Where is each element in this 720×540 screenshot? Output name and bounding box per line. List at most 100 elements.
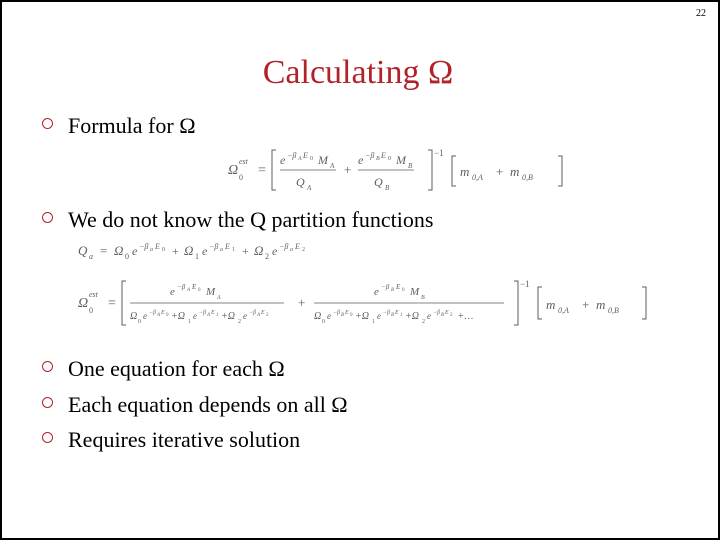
svg-text:0,A: 0,A: [558, 306, 569, 315]
bullet-item: One equation for each Ω: [38, 355, 678, 383]
svg-text:+Ω: +Ω: [171, 311, 185, 322]
svg-text:B: B: [408, 162, 413, 170]
svg-text:−β: −β: [177, 283, 186, 291]
svg-text:Ω: Ω: [314, 311, 321, 322]
svg-text:−β: −β: [209, 242, 218, 251]
svg-text:1: 1: [372, 319, 375, 325]
slide: 22 Calculating Ω Formula for Ω Ωest0=e−β…: [0, 0, 720, 540]
svg-text:E: E: [160, 310, 165, 316]
bullet-list: Requires iterative solution: [38, 426, 678, 454]
svg-text:1: 1: [400, 313, 403, 318]
svg-text:+Ω: +Ω: [355, 311, 369, 322]
svg-text:e: e: [243, 311, 247, 321]
svg-text:E: E: [191, 283, 197, 291]
svg-text:0: 0: [166, 313, 169, 318]
svg-text:−β: −β: [433, 310, 440, 316]
svg-text:=: =: [108, 296, 116, 311]
svg-text:A: A: [297, 156, 302, 162]
svg-text:−β: −β: [333, 310, 340, 316]
svg-text:0,A: 0,A: [472, 173, 483, 182]
svg-text:−β: −β: [139, 242, 148, 251]
svg-text:Q: Q: [78, 243, 88, 258]
svg-text:e: e: [280, 153, 286, 167]
svg-text:−β: −β: [381, 283, 390, 291]
svg-text:1: 1: [188, 319, 191, 325]
svg-text:A: A: [329, 162, 335, 170]
svg-text:a: a: [89, 252, 93, 261]
svg-text:0: 0: [239, 173, 243, 182]
svg-text:m: m: [460, 164, 469, 179]
svg-text:E: E: [260, 310, 265, 316]
svg-text:M: M: [205, 286, 216, 298]
bullet-item: Requires iterative solution: [38, 426, 678, 454]
svg-text:e: e: [427, 311, 431, 321]
svg-text:0: 0: [402, 288, 405, 293]
svg-text:a: a: [150, 247, 153, 253]
svg-text:−β: −β: [287, 151, 296, 160]
svg-text:A: A: [216, 295, 221, 301]
svg-text:−β: −β: [199, 310, 206, 316]
svg-text:−β: −β: [279, 242, 288, 251]
svg-text:−β: −β: [383, 310, 390, 316]
bullet-list: One equation for each Ω: [38, 355, 678, 383]
svg-text:e: e: [132, 244, 138, 258]
svg-text:1: 1: [232, 247, 235, 253]
equation-omega-est: Ωest0=e−βAE0MAQA+e−βBE0MBQB−1m0,A+m0,B: [228, 146, 678, 192]
svg-text:m: m: [546, 297, 555, 312]
svg-text:2: 2: [422, 319, 425, 325]
svg-text:1: 1: [195, 252, 199, 261]
svg-text:=: =: [258, 163, 266, 178]
svg-text:A: A: [186, 288, 191, 293]
svg-text:0: 0: [138, 319, 141, 325]
svg-text:+: +: [242, 244, 249, 258]
svg-text:2: 2: [266, 313, 269, 318]
slide-title: Calculating Ω: [38, 54, 678, 92]
svg-text:est: est: [239, 157, 249, 166]
svg-text:E: E: [444, 310, 449, 316]
svg-text:0: 0: [89, 306, 93, 315]
svg-text:Ω: Ω: [78, 296, 88, 311]
bullet-text: One equation for each Ω: [68, 356, 285, 381]
svg-text:0,B: 0,B: [522, 173, 533, 182]
svg-text:+Ω: +Ω: [405, 311, 419, 322]
svg-text:e: e: [374, 286, 379, 298]
svg-text:−β: −β: [365, 151, 374, 160]
svg-text:e: e: [170, 286, 175, 298]
svg-text:E: E: [210, 310, 215, 316]
svg-text:−1: −1: [520, 279, 530, 289]
svg-text:A: A: [306, 184, 312, 192]
svg-text:Q: Q: [374, 175, 383, 189]
bullet-list: We do not know the Q partition functions: [38, 206, 678, 234]
equation-omega-full: Ωest0=e−βAE0MAΩ0e−βAE0+Ω1e−βAE1+Ω2e−βAE2…: [78, 277, 678, 327]
svg-text:M: M: [395, 153, 407, 167]
svg-text:−β: −β: [149, 310, 156, 316]
svg-text:0,B: 0,B: [608, 306, 619, 315]
svg-text:B: B: [441, 313, 444, 318]
svg-text:E: E: [394, 310, 399, 316]
svg-text:+: +: [172, 244, 179, 258]
svg-text:E: E: [224, 242, 230, 251]
svg-text:E: E: [344, 310, 349, 316]
svg-text:e: e: [327, 311, 331, 321]
bullet-item: Each equation depends on all Ω: [38, 391, 678, 419]
svg-text:E: E: [395, 283, 401, 291]
equation-qa: Qa=Ω0e−βaE0+Ω1e−βaE1+Ω2e−βaE2: [78, 239, 678, 263]
svg-text:Ω: Ω: [114, 243, 123, 258]
svg-text:2: 2: [450, 313, 453, 318]
svg-text:0: 0: [310, 156, 313, 162]
svg-text:B: B: [391, 288, 394, 293]
page-number: 22: [696, 8, 706, 19]
svg-text:B: B: [376, 156, 380, 162]
svg-text:B: B: [341, 313, 344, 318]
svg-text:m: m: [596, 297, 605, 312]
svg-text:+: +: [344, 162, 351, 177]
bullet-item: Formula for Ω: [38, 112, 678, 140]
svg-text:B: B: [385, 184, 390, 192]
bullet-list: Formula for Ω: [38, 112, 678, 140]
svg-text:1: 1: [216, 313, 219, 318]
svg-text:a: a: [290, 247, 293, 253]
svg-text:M: M: [409, 286, 420, 298]
svg-text:+…: +…: [458, 311, 474, 322]
svg-text:e: e: [377, 311, 381, 321]
svg-text:Ω: Ω: [130, 311, 137, 322]
